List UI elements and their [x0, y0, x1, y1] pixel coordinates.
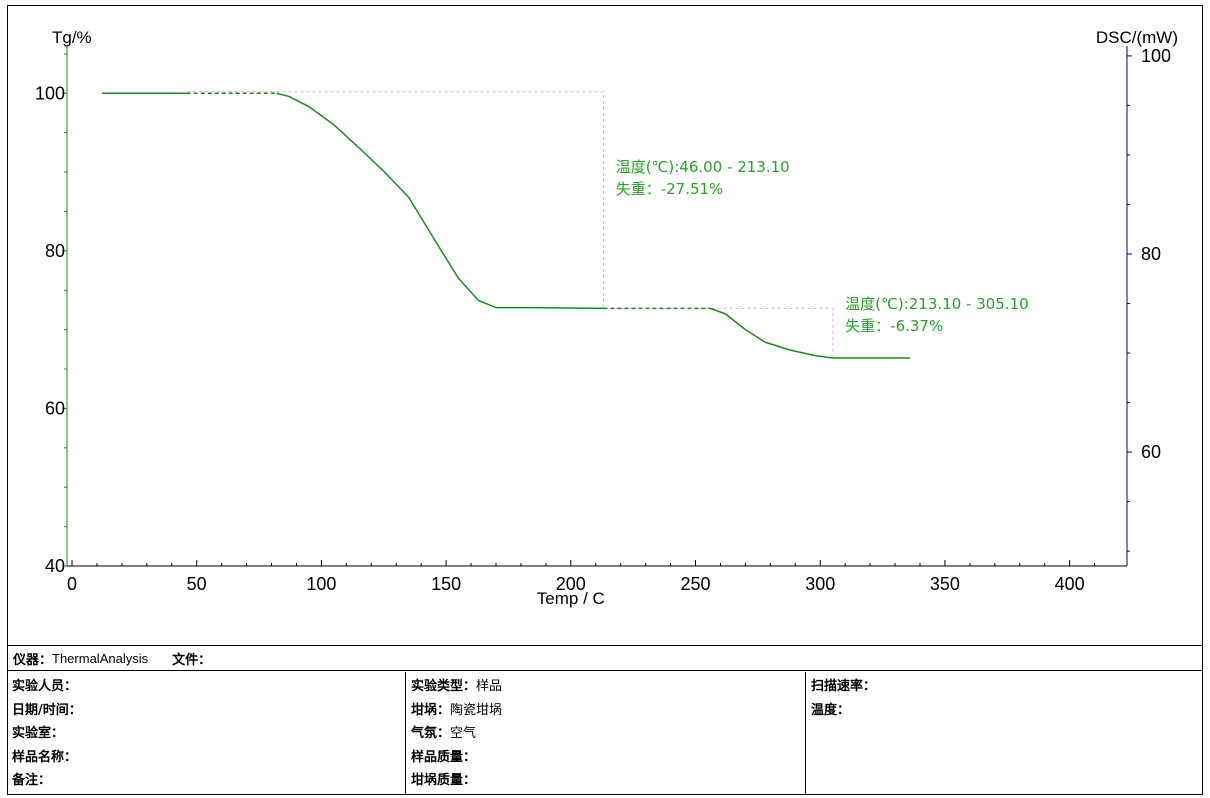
left-y-tick-label: 80 — [45, 241, 65, 261]
info-column-1: 实验人员： 日期/时间： 实验室： 样品名称： 备注： — [7, 672, 405, 795]
field-label: 日期/时间： — [12, 702, 82, 718]
field-label: 气氛： — [411, 726, 451, 741]
x-tick-label: 0 — [67, 574, 77, 594]
tg-curve-segment — [383, 170, 410, 198]
x-tick-label: 200 — [556, 574, 586, 594]
tg-curve-segment — [724, 313, 746, 331]
field-value: 样品 — [476, 678, 503, 693]
tg-curve-segment — [276, 92, 290, 98]
info-column-2: 实验类型：样品 坩埚：陶瓷坩埚 气氛：空气 样品质量： 坩埚质量： — [405, 672, 805, 795]
left-y-tick-label: 100 — [35, 83, 65, 103]
field-label: 扫描速率： — [811, 679, 877, 694]
instrument-row: 仪器： ThermalAnalysis 文件： — [7, 645, 1203, 671]
info-field: 实验类型：样品 — [411, 678, 805, 702]
tg-curve-segment — [710, 307, 726, 315]
field-label: 实验室： — [12, 726, 65, 741]
annotation-temp-range: 温度(℃):46.00 - 213.10 — [616, 158, 790, 176]
field-value: 空气 — [450, 725, 477, 740]
tg-curve-segment — [458, 277, 480, 301]
tg-curve-segment — [408, 196, 435, 239]
field-label: 实验类型： — [411, 679, 477, 694]
field-label: 样品质量： — [411, 749, 477, 765]
field-label: 备注： — [12, 773, 52, 788]
info-field: 温度： — [811, 702, 1203, 726]
report-frame — [7, 5, 1203, 795]
right-y-axis-label: DSC/(mW) — [1096, 28, 1178, 47]
field-label: 坩埚质量： — [411, 773, 477, 788]
x-tick-label: 250 — [680, 574, 710, 594]
left-y-tick-label: 40 — [45, 556, 65, 576]
x-tick-label: 400 — [1055, 574, 1085, 594]
weight-loss-bracket — [186, 91, 604, 309]
info-field: 坩埚质量： — [411, 772, 805, 796]
annotation-weight-loss: 失重：-27.51% — [616, 180, 724, 198]
experiment-info-grid: 实验人员： 日期/时间： 实验室： 样品名称： 备注： 实验类型：样品 坩埚：陶… — [7, 672, 1203, 795]
tg-curve-segment — [288, 95, 310, 108]
annotation-weight-loss: 失重：-6.37% — [845, 317, 943, 335]
tg-curve-segment — [333, 124, 360, 149]
info-field: 实验人员： — [12, 678, 405, 702]
x-tick-label: 50 — [187, 574, 207, 594]
x-tick-label: 150 — [431, 574, 461, 594]
tg-curve-segment — [432, 237, 460, 279]
left-y-tick-label: 60 — [45, 398, 65, 418]
x-tick-label: 350 — [930, 574, 960, 594]
info-field: 样品质量： — [411, 749, 805, 773]
annotation-temp-range: 温度(℃):213.10 - 305.10 — [845, 295, 1029, 313]
right-y-tick-label: 60 — [1141, 442, 1161, 462]
info-field: 备注： — [12, 772, 405, 796]
instrument-label: 仪器： — [13, 652, 53, 668]
tg-curve-segment — [744, 329, 766, 343]
tg-curve-segment — [765, 341, 791, 351]
field-label: 样品名称： — [12, 749, 78, 765]
right-y-tick-label: 80 — [1141, 244, 1161, 264]
weight-loss-bracket — [603, 307, 834, 358]
tg-curve-segment — [790, 349, 816, 357]
field-label: 温度： — [811, 702, 851, 718]
instrument-value: ThermalAnalysis — [52, 650, 149, 666]
tg-curve-segment — [478, 299, 497, 309]
tg-curve-segment — [308, 106, 335, 126]
tga-chart: Tg/% DSC/(mW) Temp / C 0 50 100 150 200 250 300 35… — [35, 28, 1178, 608]
field-label: 坩埚： — [411, 702, 451, 718]
info-field: 样品名称： — [12, 749, 405, 773]
info-field: 实验室： — [12, 725, 405, 749]
x-axis-label: Temp / C — [537, 589, 605, 608]
info-field: 日期/时间： — [12, 702, 405, 726]
right-y-tick-label: 100 — [1141, 46, 1171, 66]
file-label: 文件： — [172, 652, 212, 668]
x-tick-label: 100 — [306, 574, 336, 594]
tg-curve-segment — [533, 306, 604, 310]
field-label: 实验人员： — [12, 679, 78, 694]
info-column-3: 扫描速率： 温度： — [805, 672, 1203, 795]
left-y-axis-label: Tg/% — [52, 28, 92, 47]
x-tick-label: 300 — [805, 574, 835, 594]
info-field: 扫描速率： — [811, 678, 1203, 702]
field-value: 陶瓷坩埚 — [450, 701, 503, 717]
info-field: 坩埚：陶瓷坩埚 — [411, 702, 805, 726]
tg-curve-segment — [815, 354, 834, 359]
tg-curve-segment — [358, 147, 385, 172]
info-field: 气氛：空气 — [411, 725, 805, 749]
